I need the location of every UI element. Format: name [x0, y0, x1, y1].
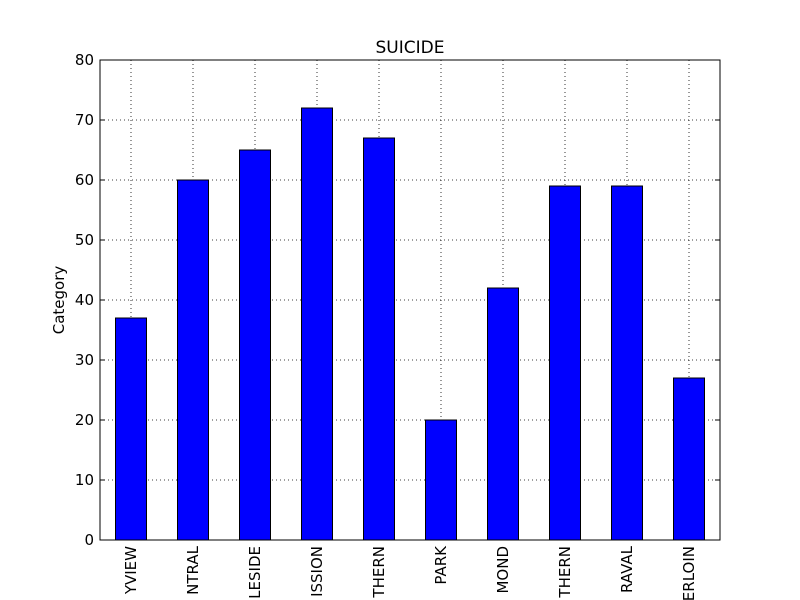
- y-tick-label: 80: [75, 51, 94, 69]
- bar: [363, 137, 395, 541]
- bar: [425, 419, 457, 541]
- bar: [673, 377, 705, 541]
- bar: [549, 185, 581, 541]
- x-tick-label: YVIEW: [122, 546, 140, 595]
- bar: [177, 179, 209, 541]
- y-tick-label: 70: [75, 111, 94, 129]
- x-tick-label: LESIDE: [246, 546, 264, 599]
- x-tick-label: THERN: [556, 546, 574, 599]
- x-tick-label: RAVAL: [618, 545, 636, 593]
- x-tick-label: MOND: [494, 546, 512, 594]
- y-tick-label: 50: [75, 231, 94, 249]
- bar: [611, 185, 643, 541]
- plot-frame: [99, 59, 721, 541]
- y-tick-label: 60: [75, 171, 94, 189]
- x-tick-label: THERN: [370, 546, 388, 599]
- x-tick-label: PARK: [432, 545, 450, 585]
- y-tick-label: 20: [75, 411, 94, 429]
- x-tick-label: ERLOIN: [680, 546, 698, 600]
- y-axis-label: Category: [50, 266, 68, 335]
- y-tick-label: 40: [75, 291, 94, 309]
- y-tick-label: 0: [84, 531, 94, 549]
- bar: [115, 317, 147, 541]
- x-tick-label: ISSION: [308, 546, 326, 597]
- bar: [301, 107, 333, 541]
- x-tick-label: NTRAL: [184, 545, 202, 594]
- chart-title: SUICIDE: [376, 38, 445, 58]
- y-tick-label: 10: [75, 471, 94, 489]
- bar: [487, 287, 519, 541]
- y-tick-label: 30: [75, 351, 94, 369]
- bar: [239, 149, 271, 541]
